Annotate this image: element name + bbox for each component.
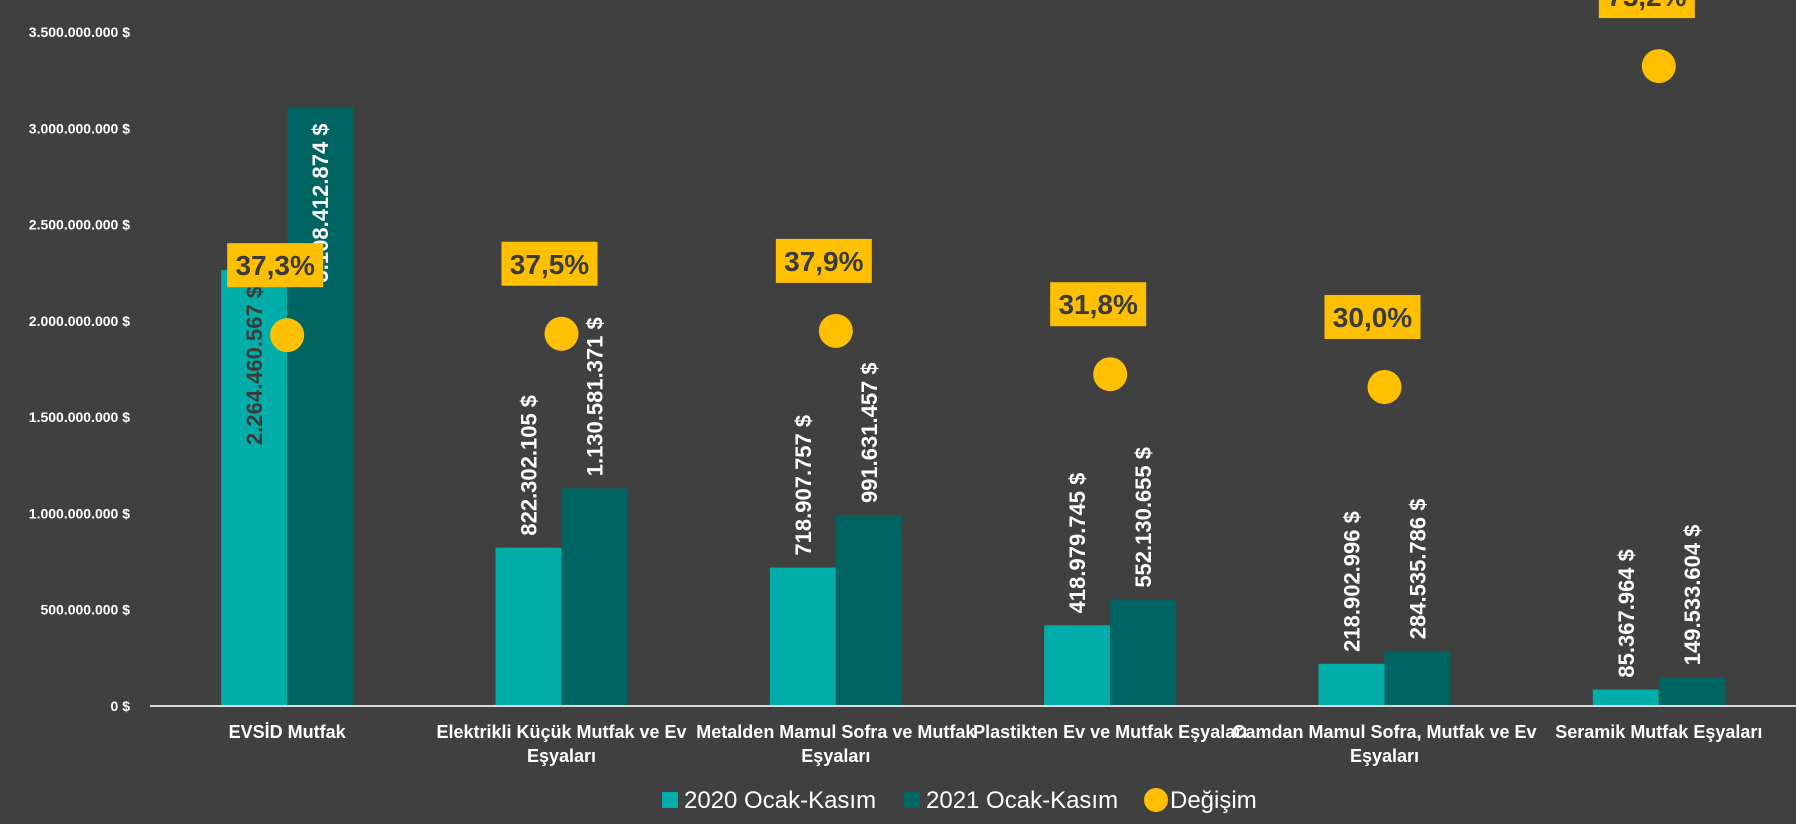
legend-swatch (904, 792, 920, 808)
bar-value-label: 149.533.604 $ (1680, 525, 1705, 666)
legend-label: Değişim (1170, 787, 1257, 814)
y-tick-label: 500.000.000 $ (40, 602, 130, 618)
y-tick-label: 3.500.000.000 $ (29, 24, 130, 40)
category-label: Camdan Mamul Sofra, Mutfak ve Ev (1232, 722, 1536, 742)
bar-2021 (1110, 599, 1177, 706)
bar-2021 (1658, 677, 1725, 706)
bar-2020 (1044, 625, 1111, 706)
category-label: Seramik Mutfak Eşyaları (1555, 722, 1762, 742)
bar-value-label: 418.979.745 $ (1065, 473, 1090, 614)
change-marker (1367, 370, 1402, 404)
change-label: 75,2% (1607, 0, 1686, 12)
bar-2020 (495, 547, 562, 706)
change-label-box (1050, 282, 1147, 327)
change-marker (1093, 357, 1128, 392)
legend-swatch (662, 792, 678, 808)
category-label: Eşyaları (527, 746, 596, 766)
bar-value-label: 822.302.105 $ (517, 395, 542, 536)
y-tick-label: 2.500.000.000 $ (29, 217, 130, 233)
bar-value-label: 85.367.964 $ (1614, 549, 1639, 677)
change-label-box (501, 241, 598, 286)
change-label: 31,8% (1058, 289, 1137, 320)
y-tick-label: 2.000.000.000 $ (29, 313, 130, 329)
change-label-box (775, 238, 872, 283)
legend-label: 2021 Ocak-Kasım (926, 787, 1118, 814)
category-label: Eşyaları (801, 746, 870, 766)
bar-2021 (287, 107, 354, 706)
bar-value-label: 1.130.581.371 $ (583, 317, 608, 476)
y-tick-label: 3.000.000.000 $ (29, 120, 130, 136)
bar-2020 (1592, 689, 1659, 706)
change-label-box (1598, 0, 1695, 19)
bar-value-label: 991.631.457 $ (857, 362, 882, 503)
bars (221, 107, 1725, 706)
change-marker (270, 318, 305, 353)
x-axis: EVSİD Mutfak Elektrikli Küçük Mutfak ve E… (229, 722, 1763, 766)
change-label: 37,9% (784, 246, 863, 277)
category-label: EVSİD Mutfak (229, 722, 347, 742)
category-label: Eşyaları (1350, 746, 1419, 766)
change-marker (1641, 49, 1676, 84)
y-tick-label: 1.500.000.000 $ (29, 409, 130, 425)
category-label: Plastikten Ev ve Mutfak Eşyaları (973, 722, 1247, 742)
legend-swatch (1144, 788, 1168, 812)
bar-2021 (835, 515, 902, 706)
bar-2021 (561, 488, 628, 706)
bar-value-label: 552.130.655 $ (1131, 447, 1156, 588)
legend: 2020 Ocak-Kasım 2021 Ocak-Kasım Değişim (662, 787, 1257, 814)
change-markers: 37,3% 37,5% 37,9% 31,8% 30,0% 75,2% (227, 0, 1695, 404)
bar-labels: 2.264.460.567 $3.108.412.874 $822.302.10… (242, 123, 1705, 677)
change-label-box (227, 243, 324, 288)
change-marker (818, 313, 853, 348)
bar-value-label: 218.902.996 $ (1340, 511, 1365, 652)
y-tick-label: 0 $ (111, 698, 131, 714)
legend-label: 2020 Ocak-Kasım (684, 787, 876, 814)
change-label: 37,5% (510, 249, 589, 280)
bar-value-label: 718.907.757 $ (791, 415, 816, 556)
y-axis: 0 $ 500.000.000 $ 1.000.000.000 $ 1.500.000… (29, 24, 130, 714)
change-label-box (1324, 295, 1421, 339)
category-label: Elektrikli Küçük Mutfak ve Ev (436, 722, 686, 742)
change-marker (544, 316, 579, 351)
bar-value-label: 2.264.460.567 $ (242, 286, 267, 445)
change-label: 37,3% (235, 250, 314, 281)
y-tick-label: 1.000.000.000 $ (29, 505, 130, 521)
bar-2020 (769, 567, 836, 706)
change-label: 30,0% (1333, 302, 1412, 333)
bar-2021 (1384, 651, 1451, 706)
bar-2020 (1318, 663, 1385, 706)
category-label: Metalden Mamul Sofra ve Mutfak (696, 722, 976, 742)
bar-value-label: 284.535.786 $ (1406, 499, 1431, 640)
